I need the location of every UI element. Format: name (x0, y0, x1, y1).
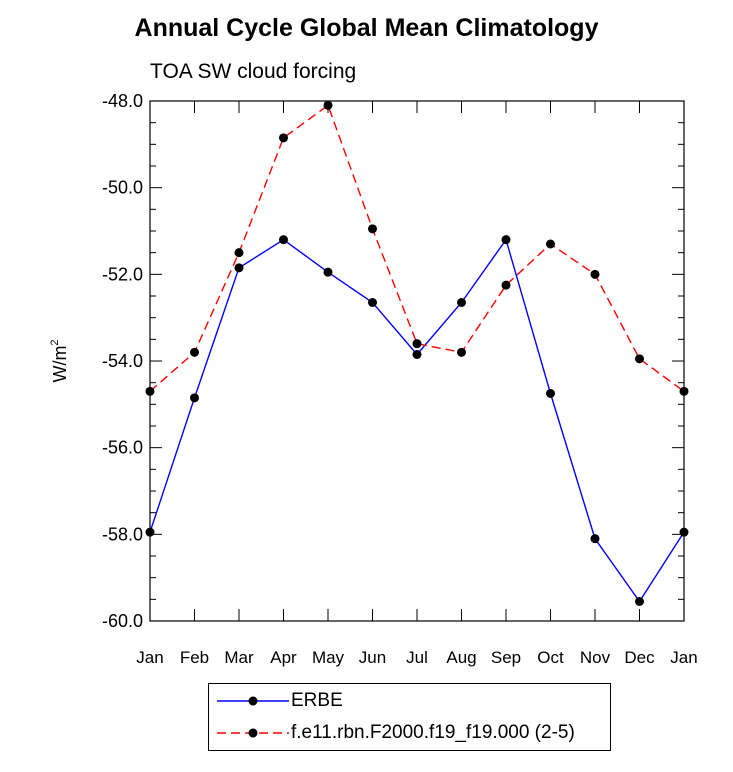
data-point-series-0 (546, 389, 555, 398)
series-line-1 (149, 104, 685, 392)
series-line-0 (149, 238, 685, 603)
legend-label-erbe: ERBE (291, 690, 343, 711)
data-point-series-0 (368, 298, 377, 307)
data-point-series-0 (457, 298, 466, 307)
x-tick-label: Feb (180, 648, 209, 667)
chart-subtitle: TOA SW cloud forcing (150, 60, 357, 83)
data-point-series-1 (234, 248, 244, 258)
series-points (145, 100, 689, 606)
legend-marker-erbe (248, 696, 258, 706)
y-tick-label: -52.0 (102, 264, 143, 284)
data-point-series-0 (635, 597, 644, 606)
data-point-series-0 (190, 393, 199, 403)
legend-swatch-erbe (217, 696, 289, 706)
data-point-series-1 (457, 347, 466, 357)
data-point-series-0 (590, 534, 600, 544)
x-tick-label: Oct (537, 648, 564, 667)
data-point-series-0 (234, 263, 244, 273)
legend-marker-model (248, 728, 258, 738)
data-point-series-0 (501, 235, 511, 245)
data-point-series-1 (590, 269, 600, 279)
x-tick-label: Jan (670, 648, 697, 667)
x-tick-label: Jun (359, 648, 386, 667)
x-tick-label: May (312, 648, 345, 667)
x-tick-label: Apr (270, 648, 297, 667)
legend: ERBE f.e11.rbn.F2000.f19_f19.000 (2-5) (208, 683, 611, 751)
data-point-series-1 (501, 280, 511, 290)
y-tick-label: -50.0 (102, 178, 143, 198)
data-point-series-1 (412, 339, 422, 349)
x-tick-label: Mar (224, 648, 254, 667)
y-tick-label: -56.0 (102, 438, 143, 458)
x-tick-label: Jan (136, 648, 163, 667)
data-point-series-0 (323, 267, 333, 277)
y-axis-label-superscript: 2 (49, 339, 61, 345)
legend-swatch-model (217, 728, 289, 738)
y-tick-label: -60.0 (102, 611, 143, 631)
axis-tick-labels: -48.0 -50.0 -52.0 -54.0 -56.0 -58.0 -60.0 Jan Fe… (102, 91, 698, 667)
x-tick-label: Sep (491, 648, 521, 667)
y-axis-label: W/m2 (49, 339, 70, 382)
legend-item-model: f.e11.rbn.F2000.f19_f19.000 (2-5) (209, 719, 610, 747)
y-axis-label-text: W/m (50, 346, 70, 383)
legend-label-model: f.e11.rbn.F2000.f19_f19.000 (2-5) (291, 722, 575, 743)
x-tick-label: Nov (580, 648, 611, 667)
data-point-series-1 (323, 100, 333, 110)
data-point-series-0 (279, 235, 288, 245)
plot-frame (149, 100, 685, 622)
data-point-series-1 (190, 347, 199, 357)
chart-title: Annual Cycle Global Mean Climatology (134, 14, 599, 42)
y-tick-label: -54.0 (102, 351, 143, 371)
y-tick-label: -48.0 (102, 91, 143, 111)
data-point-series-0 (412, 350, 422, 359)
data-point-series-1 (546, 239, 555, 249)
axis-ticks (149, 100, 685, 622)
x-tick-label: Jul (406, 648, 428, 667)
x-tick-label: Dec (624, 648, 655, 667)
data-point-series-1 (368, 224, 377, 234)
x-tick-label: Aug (446, 648, 476, 667)
data-point-series-1 (635, 354, 644, 364)
legend-item-erbe: ERBE (209, 687, 610, 715)
y-tick-label: -58.0 (102, 524, 143, 544)
data-point-series-1 (279, 133, 288, 143)
